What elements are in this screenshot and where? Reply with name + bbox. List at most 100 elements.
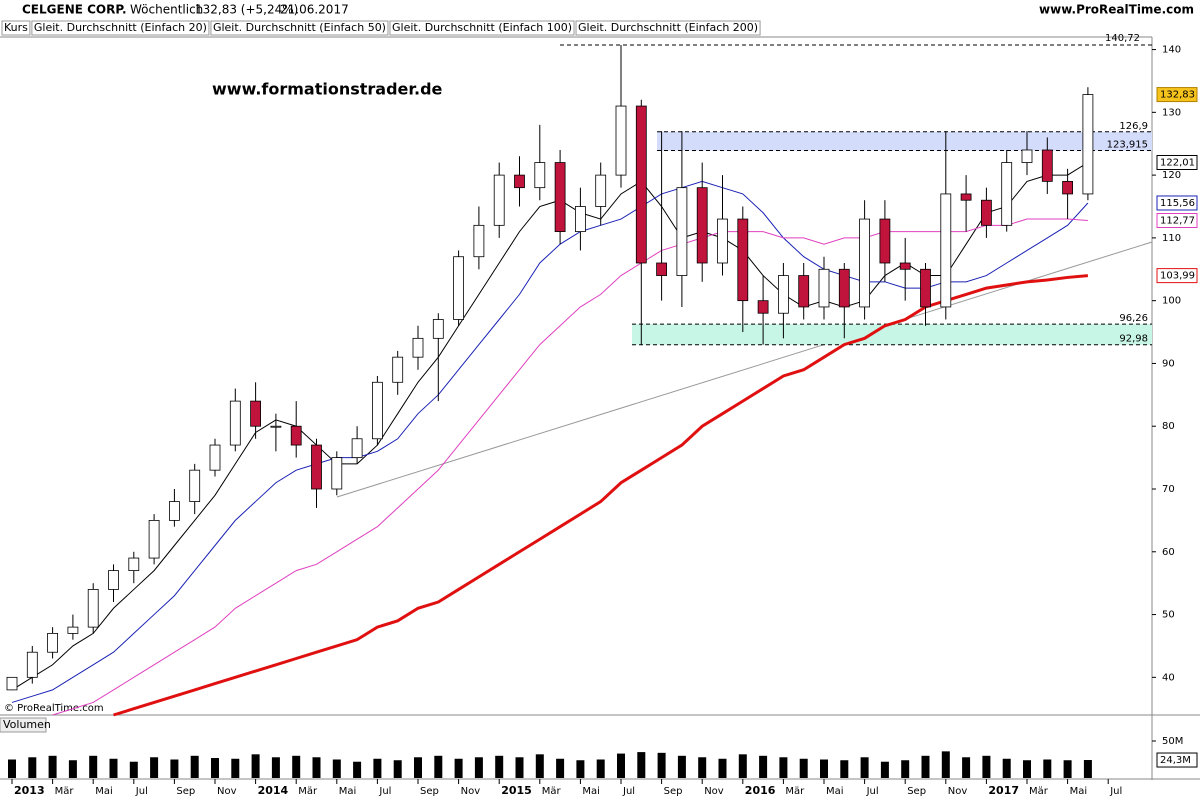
volume-bar	[170, 759, 179, 778]
legend-box	[210, 20, 389, 36]
x-tick-label: Mär	[785, 786, 805, 797]
interval: Wöchentlich	[130, 3, 203, 17]
candle-body	[778, 275, 789, 314]
y-tick-label: 140	[1162, 45, 1181, 56]
volume-bar	[89, 755, 98, 778]
x-tick-label: Jul	[135, 786, 148, 797]
candle-body	[635, 105, 647, 264]
candle-body	[392, 356, 404, 383]
x-tick-label: Mär	[1029, 786, 1049, 797]
y-tick-label: 70	[1162, 484, 1175, 495]
candle-body	[108, 570, 119, 590]
legend-entry: Gleit. Durchschnitt (Einfach 100)	[392, 21, 572, 34]
volume-bar	[515, 757, 524, 778]
candle-body	[534, 162, 546, 189]
x-tick-label: Nov	[461, 786, 481, 797]
candle-body	[47, 632, 58, 653]
candle-body	[1082, 94, 1094, 195]
volume-bar	[231, 758, 240, 778]
volume-bar	[353, 761, 362, 778]
level-label: 126,9	[1119, 121, 1148, 132]
volume-bar	[880, 761, 889, 778]
x-tick-label: Mai	[1070, 786, 1088, 797]
y-tick-label: 120	[1162, 170, 1181, 181]
volume-bar	[677, 755, 686, 778]
volume-tick-label: 50M	[1162, 736, 1183, 747]
volume-bar	[799, 758, 808, 778]
candle-body	[1001, 162, 1013, 226]
y-tick-label: 80	[1162, 421, 1175, 432]
last-value-box	[1156, 195, 1198, 211]
candle-body	[229, 400, 241, 446]
volume-bar	[1063, 760, 1072, 778]
volume-bar	[759, 755, 768, 778]
x-tick-label: 2016	[745, 784, 776, 797]
volume-bar	[28, 757, 37, 778]
level-label: 92,98	[1119, 334, 1148, 345]
x-tick-label: Mai	[582, 786, 600, 797]
volume-bar	[962, 757, 971, 778]
ma-line	[52, 218, 1088, 716]
candle-body	[554, 162, 566, 233]
x-tick-label: Nov	[948, 786, 968, 797]
x-tick-label: Jul	[622, 786, 635, 797]
x-tick-label: Sep	[420, 786, 439, 797]
last-value-label: 103,99	[1160, 271, 1195, 282]
candle-body	[148, 519, 160, 559]
x-tick-label: Sep	[664, 786, 683, 797]
volume-title-box	[0, 717, 47, 733]
volume-bar	[1023, 760, 1031, 778]
volume-bar	[698, 757, 707, 778]
volume-bar	[211, 758, 219, 778]
volume-bar	[434, 755, 443, 778]
volume-bar	[48, 755, 57, 778]
x-tick-label: Jul	[1109, 786, 1122, 797]
volume-title: Volumen	[3, 718, 51, 731]
y-tick-label: 60	[1162, 547, 1175, 558]
level-label: 123,915	[1107, 140, 1148, 151]
volume-bar	[68, 760, 77, 778]
last-value-box	[1156, 268, 1198, 284]
volume-bar	[576, 760, 585, 778]
candle-body	[1062, 180, 1073, 195]
last-value-box	[1156, 212, 1198, 228]
candle-body	[818, 268, 830, 308]
volume-bar	[556, 758, 565, 778]
candle-body	[940, 193, 952, 308]
x-tick-label: Sep	[176, 786, 195, 797]
candle-body	[87, 589, 99, 628]
volume-bar	[271, 757, 280, 778]
volume-bar	[840, 760, 849, 778]
last-value-label: 115,56	[1160, 198, 1195, 209]
volume-bar	[779, 757, 788, 778]
candle-body	[920, 268, 931, 308]
candle-body	[656, 262, 667, 276]
candle-body	[757, 300, 769, 314]
legend-box	[389, 20, 575, 36]
volume-bar	[617, 753, 625, 778]
volume-bar	[1083, 760, 1092, 778]
x-tick-label: Mai	[339, 786, 357, 797]
candle-body	[168, 501, 180, 521]
copyright: © ProRealTime.com	[4, 703, 104, 714]
candle-body	[1041, 149, 1053, 182]
volume-bar	[454, 758, 463, 778]
volume-bar	[738, 754, 747, 778]
site: www.ProRealTime.com	[1039, 3, 1194, 17]
level-label: 96,26	[1119, 313, 1148, 324]
candle-body	[981, 199, 992, 226]
volume-bar	[393, 760, 402, 778]
x-tick-label: Jul	[866, 786, 879, 797]
y-tick-label: 40	[1162, 672, 1175, 683]
candle-body	[615, 105, 627, 176]
candle-body	[838, 268, 850, 308]
candle-body	[290, 425, 302, 446]
x-tick-label: Mai	[95, 786, 113, 797]
candle-body	[514, 174, 525, 189]
x-tick-label: Mär	[298, 786, 318, 797]
candle-body	[432, 319, 444, 339]
x-tick-label: Nov	[217, 786, 237, 797]
ma-line	[11, 180, 1089, 703]
candle-body	[270, 425, 282, 428]
